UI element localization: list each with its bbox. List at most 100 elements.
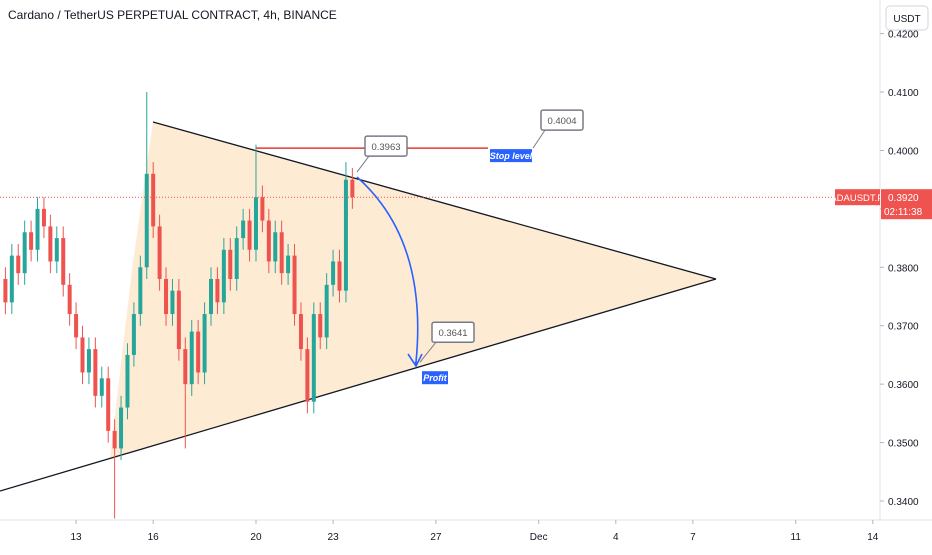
- candle-body: [286, 255, 291, 274]
- y-tick-label: 0.3600: [888, 380, 919, 391]
- x-tick-label: 11: [791, 532, 802, 543]
- candle-body: [86, 349, 91, 373]
- candle-body: [67, 284, 72, 315]
- candle-body: [157, 226, 162, 279]
- y-tick-label: 0.3700: [888, 322, 919, 333]
- callout-line: [419, 341, 437, 363]
- price-callout: [431, 321, 475, 343]
- arrow: [356, 176, 419, 363]
- x-tick-label: 4: [613, 532, 619, 543]
- target-text: Profit: [423, 373, 448, 383]
- candle-body: [99, 378, 104, 396]
- symbol-box: [835, 189, 880, 206]
- x-tick-label: Dec: [530, 532, 548, 543]
- y-tick-label: 0.3800: [888, 263, 919, 274]
- y-tick-label: 0.4100: [888, 88, 919, 99]
- candle-body: [125, 354, 130, 408]
- candle-body: [228, 249, 233, 279]
- trend-line: [152, 121, 717, 280]
- candle-body: [266, 220, 271, 262]
- x-tick-label: 14: [867, 532, 879, 543]
- candle-body: [273, 232, 278, 262]
- candle-body: [41, 208, 46, 227]
- candle-body: [54, 238, 59, 262]
- candle-body: [196, 331, 201, 373]
- candle-body: [234, 238, 239, 279]
- candle-body: [253, 197, 258, 250]
- target-point: [414, 361, 418, 365]
- candle-body: [48, 226, 53, 262]
- price-callout: [540, 109, 584, 131]
- candle-body: [241, 220, 246, 239]
- candle-body: [215, 278, 220, 303]
- price-callout: [364, 135, 408, 157]
- candle-body: [112, 430, 117, 449]
- currency: USDT: [893, 14, 920, 25]
- candle-body: [279, 232, 284, 274]
- candle-body: [331, 261, 336, 285]
- candle-body: [9, 255, 14, 303]
- target-tag: [422, 371, 448, 385]
- candle-body: [61, 238, 66, 285]
- y-tick-label: 0.4000: [888, 146, 919, 157]
- price-box: [881, 189, 932, 220]
- candle-body: [311, 314, 316, 402]
- chart-title: Cardano / TetherUS PERPETUAL CONTRACT, 4…: [8, 8, 337, 22]
- callout-line: [532, 129, 546, 149]
- candle-body: [202, 314, 207, 373]
- last-price-label: 0.3920: [888, 193, 919, 204]
- candle-body: [343, 179, 348, 291]
- symbol-label: ADAUSDT.P: [830, 193, 883, 204]
- x-tick-label: 27: [430, 532, 442, 543]
- currency-button[interactable]: [885, 5, 929, 31]
- candle-body: [16, 255, 21, 274]
- y-tick-label: 0.3400: [888, 497, 919, 508]
- candle-body: [144, 173, 149, 268]
- x-tick-label: 20: [250, 532, 262, 543]
- candles: [3, 92, 355, 519]
- candle-body: [350, 179, 355, 198]
- trend-line: [0, 278, 717, 492]
- candle-body: [106, 378, 111, 431]
- x-tick-label: 23: [328, 532, 340, 543]
- candle-body: [247, 220, 252, 250]
- candle-body: [74, 314, 79, 338]
- candle-body: [93, 349, 98, 396]
- y-tick-label: 0.3500: [888, 439, 919, 450]
- candle-body: [292, 255, 297, 315]
- candle-body: [3, 278, 8, 303]
- x-tick-label: 7: [690, 532, 696, 543]
- candle-body: [260, 197, 265, 221]
- candle-body: [138, 267, 143, 315]
- y-tick-label: 0.4200: [888, 30, 919, 41]
- price-callout-label: 0.3963: [371, 142, 400, 153]
- x-tick-label: 13: [71, 532, 83, 543]
- candle-body: [189, 331, 194, 385]
- candle-body: [221, 249, 226, 303]
- candle-body: [80, 337, 85, 373]
- arrow-head: [407, 353, 423, 368]
- candle-body: [337, 261, 342, 291]
- candle-body: [183, 349, 188, 385]
- candle-body: [298, 314, 303, 350]
- candle-body: [318, 314, 323, 338]
- stop-tag: [490, 149, 532, 163]
- x-tick-label: 16: [148, 532, 160, 543]
- candle-body: [131, 314, 136, 355]
- candle-body: [22, 232, 27, 274]
- candle-body: [324, 284, 329, 338]
- candle-body: [119, 407, 124, 449]
- candle-body: [176, 290, 181, 350]
- candle-body: [164, 278, 169, 315]
- candle-body: [35, 208, 40, 250]
- price-callout-label: 0.4004: [547, 116, 576, 127]
- candle-body: [209, 278, 214, 315]
- candle-body: [305, 349, 310, 402]
- stop-text: Stop level: [490, 151, 533, 161]
- candle-body: [170, 290, 175, 315]
- countdown: 02:11:38: [884, 207, 923, 218]
- callout-line: [356, 155, 370, 173]
- candle-body: [29, 232, 34, 250]
- price-callout-label: 0.3641: [438, 328, 467, 339]
